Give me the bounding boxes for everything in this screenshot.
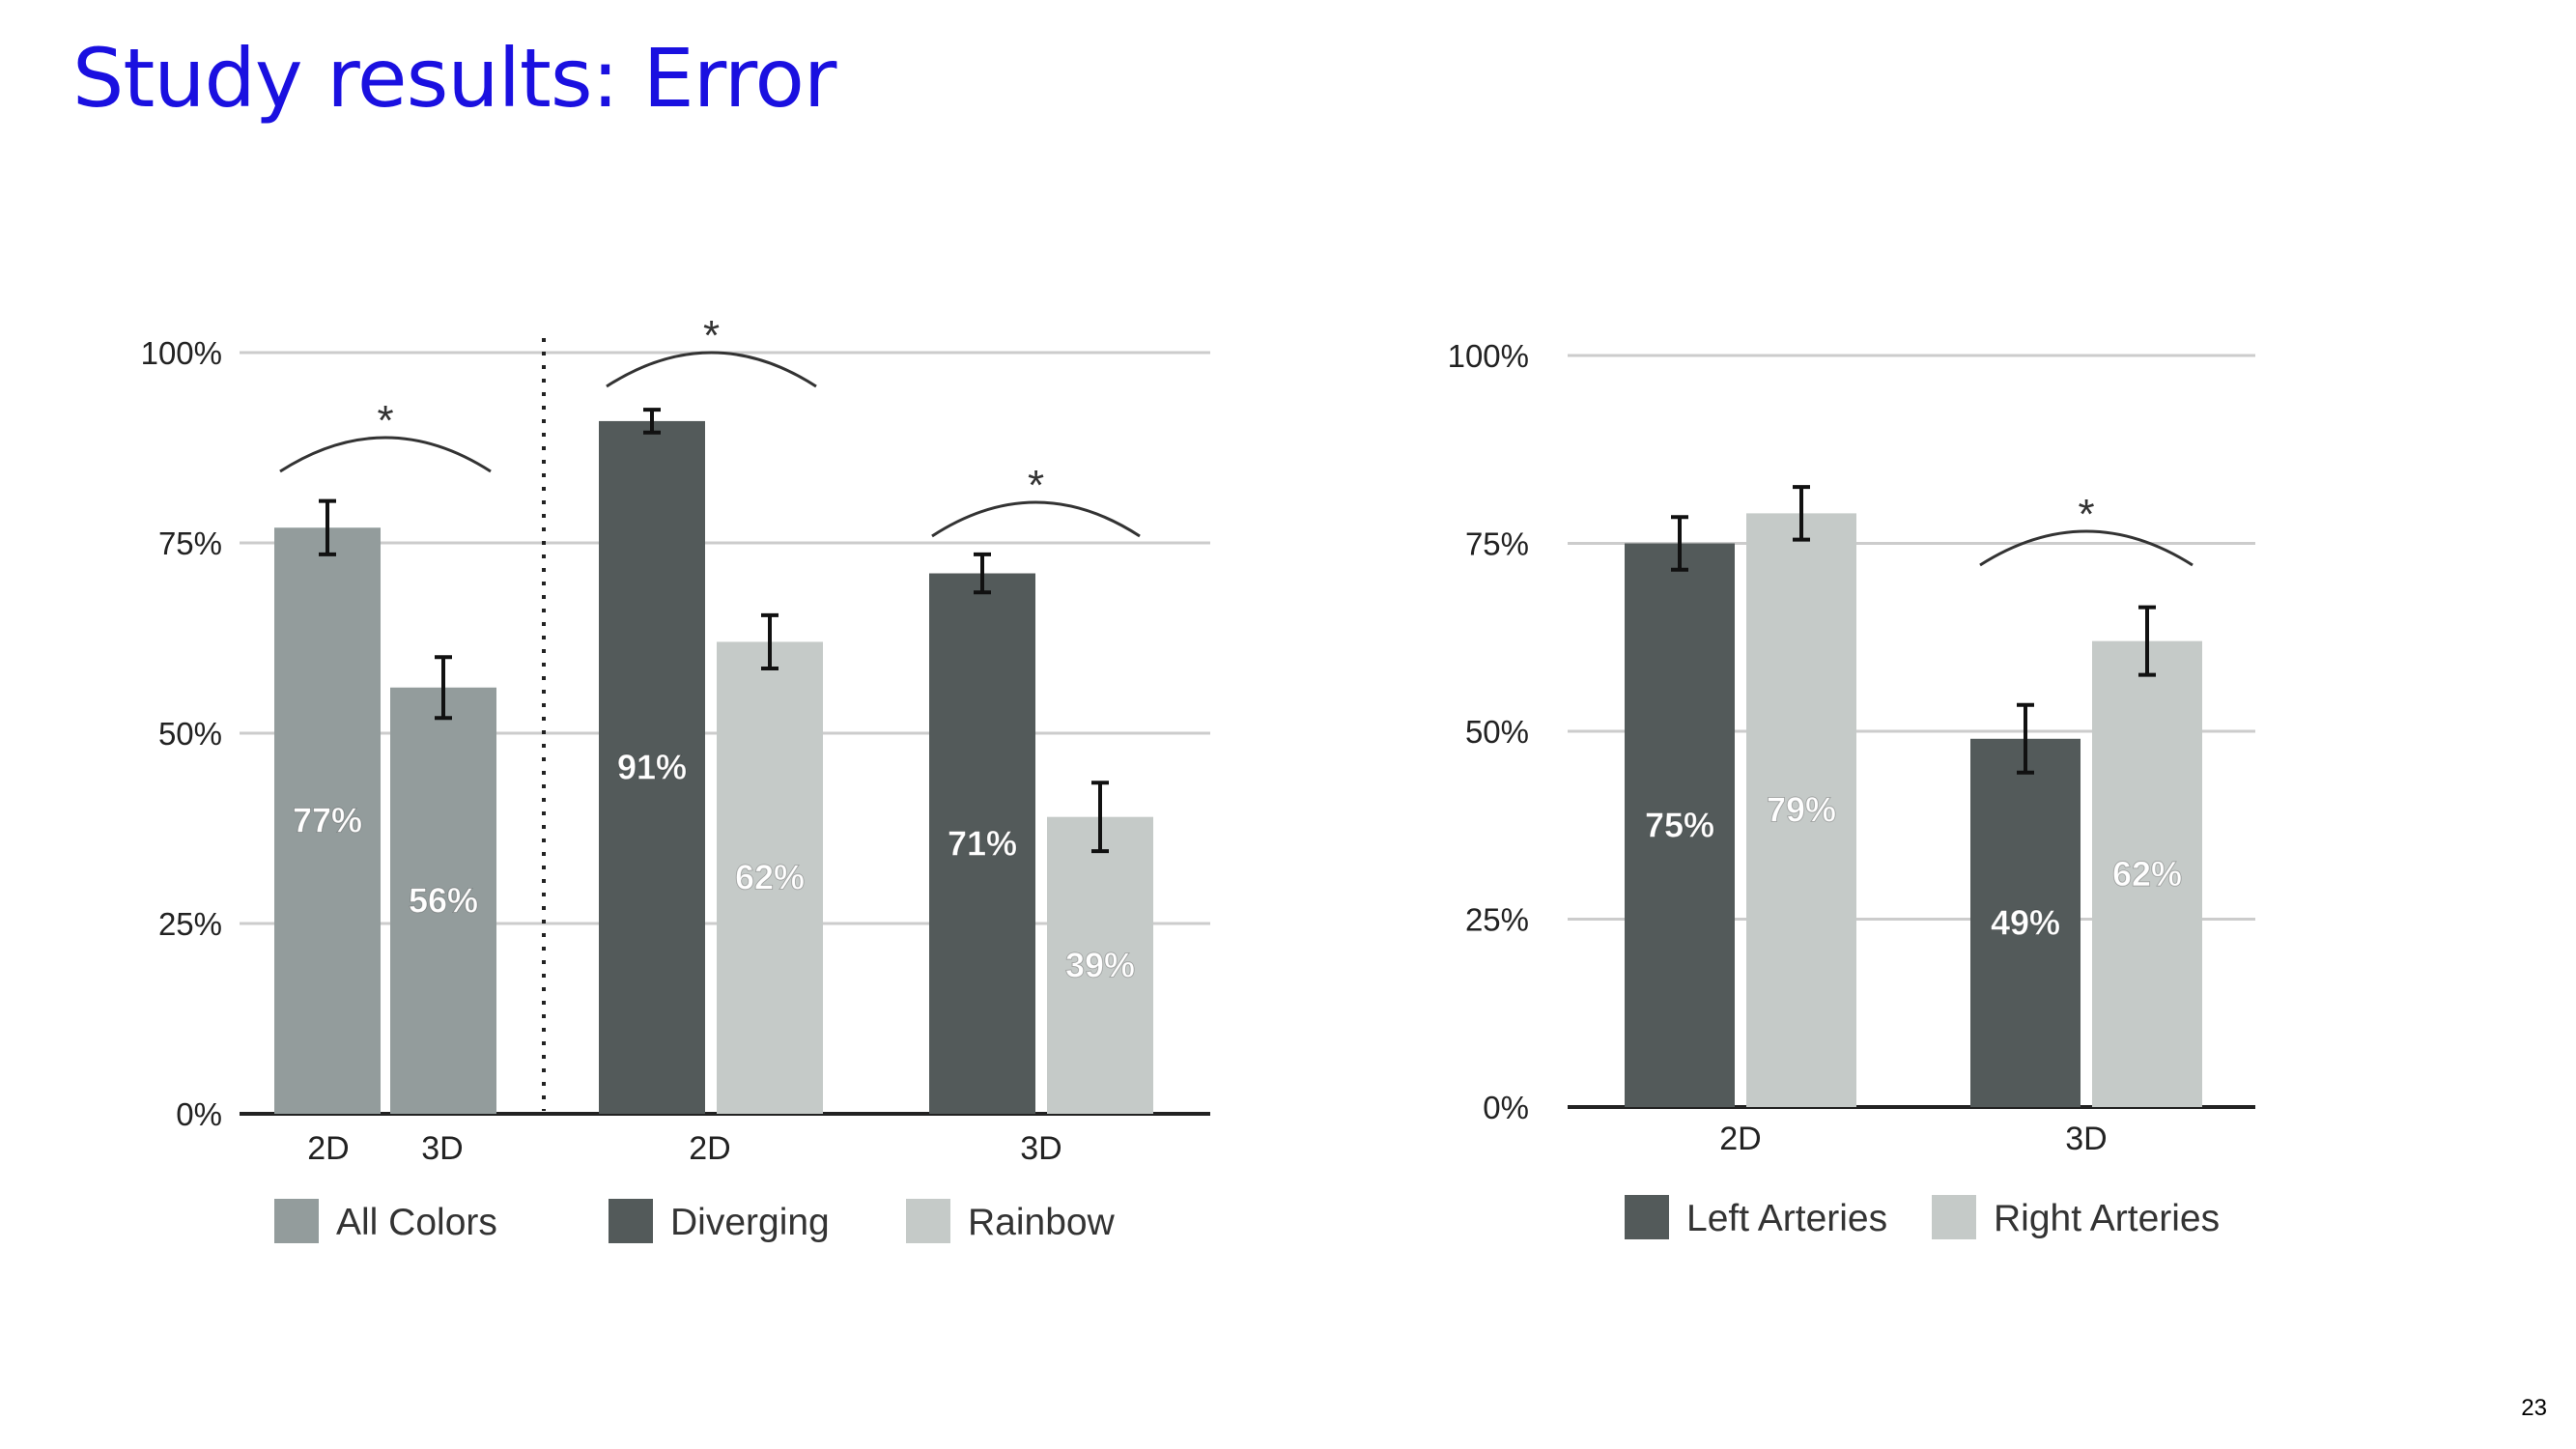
y-tick-label: 100%: [1448, 338, 1529, 374]
significance-marker: *: [1028, 462, 1044, 509]
y-tick-label: 100%: [141, 335, 222, 371]
legend-label: Diverging: [670, 1202, 830, 1243]
bar-data-label: 91%: [617, 747, 687, 786]
x-tick-label: 3D: [1020, 1130, 1062, 1167]
bar: [1047, 816, 1153, 1114]
y-tick-label: 50%: [1465, 714, 1529, 750]
legend-label: Left Arteries: [1686, 1198, 1887, 1239]
x-tick-label: 3D: [421, 1130, 463, 1167]
legend-label: All Colors: [336, 1202, 497, 1243]
y-tick-label: 0%: [176, 1096, 222, 1132]
error-chart-by-colormap: 0% 25% 50% 75% 100% 77% 56% * 91% 62% * 71% 39% * 2D 3D…: [141, 312, 1210, 1243]
page-number: 23: [2521, 1395, 2547, 1421]
legend-swatch: [1932, 1195, 1976, 1239]
y-tick-label: 50%: [158, 716, 222, 752]
bar: [1746, 513, 1856, 1107]
legend-label: Rainbow: [968, 1202, 1116, 1243]
y-tick-label: 25%: [158, 906, 222, 942]
legend-swatch: [609, 1199, 653, 1243]
bar: [1970, 738, 2081, 1107]
legend-swatch: [1625, 1195, 1669, 1239]
bar: [717, 641, 823, 1114]
significance-bracket: [279, 436, 492, 473]
bar-data-label: 79%: [1767, 790, 1836, 830]
significance-bracket: [606, 351, 817, 388]
y-tick-label: 0%: [1483, 1090, 1529, 1125]
x-tick-label: 2D: [307, 1130, 349, 1167]
bar-data-label: 77%: [293, 801, 362, 840]
bar: [1625, 543, 1735, 1107]
y-tick-label: 75%: [158, 526, 222, 561]
legend-label: Right Arteries: [1994, 1198, 2220, 1239]
bar: [599, 420, 705, 1114]
bar: [2092, 640, 2202, 1107]
bar-data-label: 62%: [2112, 854, 2182, 894]
bar-data-label: 49%: [1991, 902, 2060, 942]
significance-marker: *: [703, 312, 720, 359]
bar-data-label: 71%: [948, 823, 1017, 863]
legend-swatch: [274, 1199, 319, 1243]
y-tick-label: 25%: [1465, 902, 1529, 938]
slide-title: Study results: Error: [72, 31, 836, 126]
y-tick-label: 75%: [1465, 526, 1529, 562]
bar-data-label: 56%: [409, 880, 478, 920]
error-chart-by-arteries: 0% 25% 50% 75% 100% 75% 79% 2D 49% 62% 3D * Left Art…: [1448, 338, 2255, 1239]
significance-bracket: [1979, 529, 2194, 567]
bar: [390, 687, 496, 1114]
legend-swatch: [906, 1199, 950, 1243]
bar: [274, 527, 381, 1114]
bar-data-label: 75%: [1645, 805, 1714, 844]
x-tick-label: 3D: [2065, 1121, 2107, 1157]
x-tick-label: 2D: [1719, 1121, 1761, 1157]
x-tick-label: 2D: [689, 1130, 730, 1167]
bar-data-label: 62%: [735, 858, 805, 897]
significance-marker: *: [2078, 491, 2094, 538]
significance-bracket: [931, 500, 1141, 538]
bar-data-label: 39%: [1065, 945, 1135, 984]
significance-marker: *: [377, 397, 393, 444]
bar: [929, 573, 1035, 1114]
